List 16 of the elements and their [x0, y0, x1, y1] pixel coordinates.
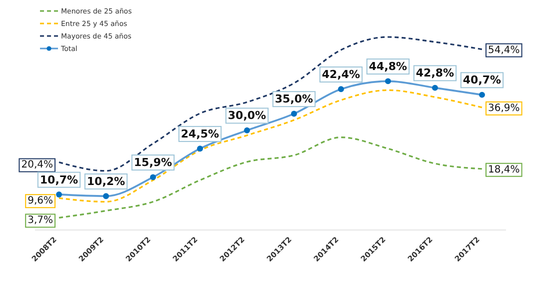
- data-label: 18,4%: [488, 164, 520, 176]
- data-label: 9,6%: [28, 196, 53, 207]
- data-label: 40,7%: [462, 74, 502, 87]
- data-label: 42,8%: [416, 66, 454, 80]
- data-label: 44,8%: [368, 60, 408, 74]
- data-label: 42,4%: [322, 68, 360, 82]
- data-label: 3,7%: [28, 215, 53, 226]
- data-label: 10,7%: [40, 173, 78, 186]
- data-label: 54,4%: [488, 44, 520, 56]
- data-label: 35,0%: [274, 92, 314, 106]
- data-label: 10,2%: [86, 174, 126, 188]
- data-label: 36,9%: [488, 102, 520, 114]
- data-label: 20,4%: [21, 160, 53, 171]
- data-label: 15,9%: [134, 156, 172, 170]
- data-label: 30,0%: [228, 109, 266, 122]
- data-label: 24,5%: [180, 127, 220, 140]
